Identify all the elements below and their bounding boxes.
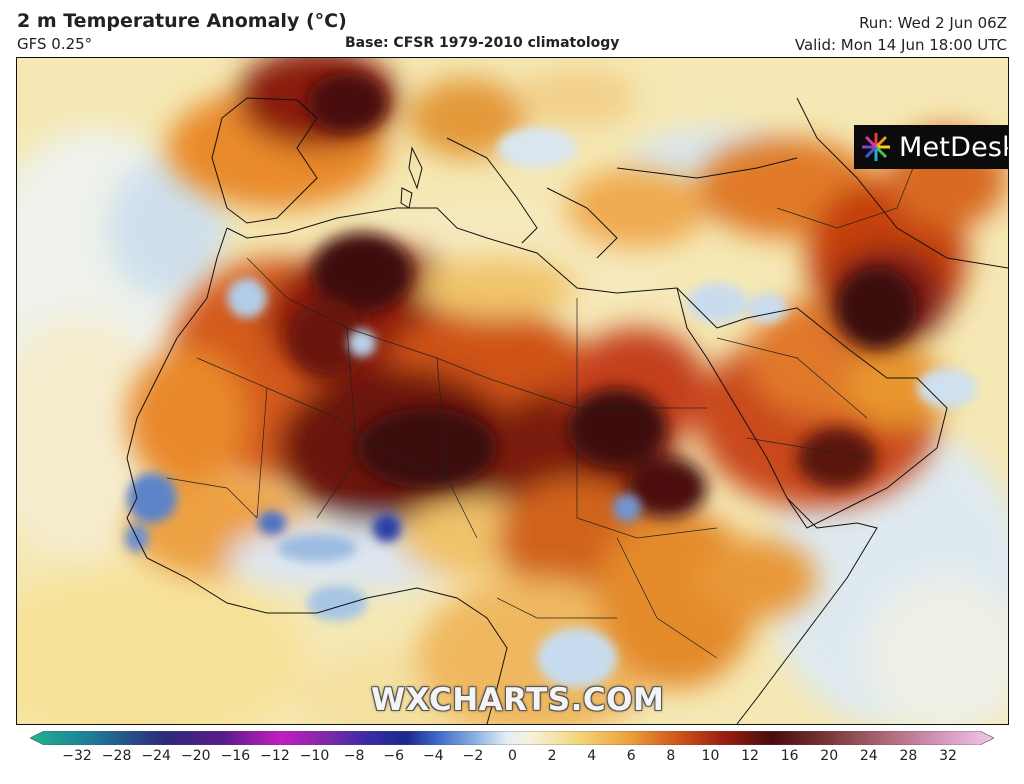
metdesk-starburst-icon (862, 133, 890, 161)
chart-title: 2 m Temperature Anomaly (°C) (17, 10, 347, 32)
colorbar-tick: 6 (626, 748, 636, 764)
wxcharts-watermark: WXCHARTS.COM (371, 682, 665, 718)
colorbar-tick: −32 (62, 748, 92, 764)
model-label: GFS 0.25° (17, 35, 93, 53)
colorbar-tick: 10 (701, 748, 720, 764)
colorbar-tick: −28 (101, 748, 132, 764)
colorbar-tick: −6 (383, 748, 405, 764)
cool-pockets (125, 128, 977, 688)
colorbar-tick: −16 (220, 748, 251, 764)
colorbar-tick-labels: −32 −28 −24 −20 −16 −12 −10 −8 −6 −4 −2 0 2 4 6 8 10 12 16… (0, 748, 1024, 774)
colorbar (30, 731, 994, 745)
colorbar-tick: −24 (141, 748, 171, 764)
metdesk-logo: MetDesk (854, 125, 1009, 169)
coastlines (126, 97, 1008, 724)
hot-cores (287, 73, 917, 518)
map-canvas (17, 58, 1008, 724)
colorbar-tick: −12 (260, 748, 290, 764)
colorbar-tick: −4 (422, 748, 444, 764)
colorbar-tick: −8 (343, 748, 365, 764)
colorbar-tick: 0 (508, 748, 517, 764)
metdesk-logo-text: MetDesk (899, 131, 1009, 163)
anomaly-map[interactable]: MetDesk WXCHARTS.COM (16, 57, 1009, 725)
valid-time-label: Valid: Mon 14 Jun 18:00 UTC (794, 36, 1007, 54)
climatology-base-label: Base: CFSR 1979-2010 climatology (345, 35, 620, 51)
run-label: Run: Wed 2 Jun 06Z (859, 14, 1007, 32)
colorbar-tick: 16 (780, 748, 799, 764)
colorbar-tick: 24 (859, 748, 878, 764)
colorbar-tick: −2 (462, 748, 484, 764)
country-borders (166, 157, 918, 659)
colorbar-tick: 20 (820, 748, 839, 764)
colorbar-tick: −20 (180, 748, 211, 764)
colorbar-tick: −10 (299, 748, 330, 764)
colorbar-tick: 28 (899, 748, 918, 764)
colorbar-tick: 32 (939, 748, 957, 764)
colorbar-tick: 4 (587, 748, 597, 764)
colorbar-tick: 8 (666, 748, 676, 764)
colorbar-tick: 2 (547, 748, 557, 764)
colorbar-tick: 12 (741, 748, 759, 764)
